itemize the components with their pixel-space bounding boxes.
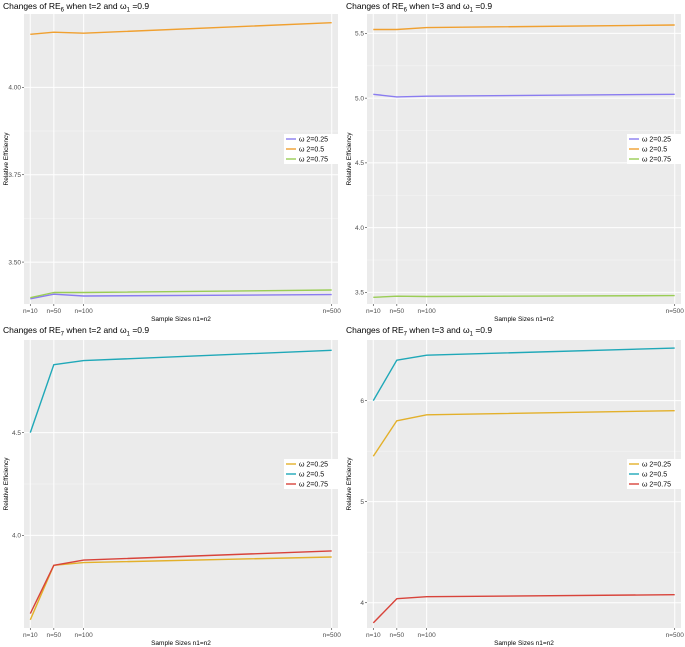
legend-label-3: ω 2=0.75 bbox=[299, 481, 328, 488]
chart-plot: 3.50 3.75 4.00 n=10 n=50 n=100 n=500 Sample Siz… bbox=[3, 14, 344, 323]
chart-plot: 3.5 4.0 4.5 5.0 5.5 n=10 n=50 n=100 n=500 Sample … bbox=[346, 14, 685, 323]
legend-background bbox=[284, 479, 344, 489]
series-line-2 bbox=[372, 347, 675, 401]
legend-label-1: ω 2=0.25 bbox=[642, 461, 671, 468]
y-tick-label: 4 bbox=[360, 600, 364, 607]
x-tick-label: n=50 bbox=[390, 308, 405, 315]
series-line-3 bbox=[372, 594, 675, 624]
x-tick-label: n=50 bbox=[390, 632, 405, 639]
y-tick-label: 3.75 bbox=[8, 172, 21, 179]
x-tick-label: n=50 bbox=[47, 632, 62, 639]
y-axis-label: Relative Efficiency bbox=[346, 457, 353, 511]
legend-background bbox=[627, 479, 685, 489]
series-line-2 bbox=[373, 24, 675, 31]
y-axis-label: Relative Efficiency bbox=[346, 132, 353, 186]
x-axis-label: Sample Sizes n1=n2 bbox=[151, 316, 211, 323]
chart-plot: 4.0 4.5 n=10 n=50 n=100 n=500 Sample Sizes n1=… bbox=[3, 340, 344, 647]
legend-label-3: ω 2=0.75 bbox=[642, 156, 671, 163]
legend-background bbox=[627, 144, 685, 154]
chart-title: Changes of RE6 when t=2 and ω1 =0.9 bbox=[3, 1, 150, 14]
y-tick-label: 3.50 bbox=[8, 259, 21, 266]
x-tick-label: n=100 bbox=[418, 308, 437, 315]
y-tick-label: 3.5 bbox=[355, 290, 364, 297]
x-tick-label: n=100 bbox=[75, 308, 94, 315]
chart-title: Changes of RE7 when t=3 and ω1 =0.9 bbox=[346, 325, 493, 338]
legend-background bbox=[627, 134, 685, 144]
legend-label-3: ω 2=0.75 bbox=[299, 156, 328, 163]
y-axis-label: Relative Efficiency bbox=[3, 457, 10, 511]
legend-background bbox=[284, 459, 344, 469]
legend-background bbox=[284, 134, 344, 144]
x-tick-label: n=50 bbox=[47, 308, 62, 315]
legend-label-2: ω 2=0.5 bbox=[299, 146, 324, 153]
legend-background bbox=[627, 459, 685, 469]
series-line-1 bbox=[30, 293, 332, 300]
series-line-3 bbox=[29, 550, 332, 614]
x-tick-label: n=10 bbox=[366, 632, 381, 639]
x-axis-label: Sample Sizes n1=n2 bbox=[494, 640, 554, 647]
x-tick-label: n=100 bbox=[75, 632, 94, 639]
y-tick-label: 4.5 bbox=[355, 160, 364, 167]
x-axis-label: Sample Sizes n1=n2 bbox=[151, 640, 211, 647]
series-line-3 bbox=[373, 294, 675, 298]
y-tick-label: 5.5 bbox=[355, 31, 364, 38]
series-line-1 bbox=[372, 410, 675, 457]
legend-label-2: ω 2=0.5 bbox=[642, 146, 667, 153]
legend-background bbox=[284, 154, 344, 164]
chart-panel-re7-t3: Changes of RE7 when t=3 and ω1 =0.9 4 5 6 n… bbox=[343, 324, 685, 647]
legend-label-3: ω 2=0.75 bbox=[642, 481, 671, 488]
x-axis-label: Sample Sizes n1=n2 bbox=[494, 316, 554, 323]
y-tick-label: 4.00 bbox=[8, 85, 21, 92]
y-tick-label: 6 bbox=[360, 398, 364, 405]
legend-label-1: ω 2=0.25 bbox=[299, 461, 328, 468]
x-tick-label: n=10 bbox=[23, 308, 38, 315]
chart-plot: 4 5 6 n=10 n=50 n=100 n=500 Sample Sizes n1=n2 R… bbox=[346, 340, 685, 647]
y-tick-label: 4.0 bbox=[12, 533, 21, 540]
x-tick-label: n=500 bbox=[323, 308, 342, 315]
legend-label-1: ω 2=0.25 bbox=[299, 136, 328, 143]
legend-label-2: ω 2=0.5 bbox=[299, 471, 324, 478]
chart-title: Changes of RE7 when t=2 and ω1 =0.9 bbox=[3, 325, 150, 338]
legend-label-2: ω 2=0.5 bbox=[642, 471, 667, 478]
x-tick-label: n=500 bbox=[666, 308, 685, 315]
legend-background bbox=[627, 154, 685, 164]
chart-panel-re7-t2: Changes of RE7 when t=2 and ω1 =0.9 4.0 4… bbox=[0, 324, 344, 647]
legend-background bbox=[284, 144, 344, 154]
x-tick-label: n=100 bbox=[418, 632, 437, 639]
series-line-1 bbox=[373, 93, 675, 98]
x-tick-label: n=10 bbox=[366, 308, 381, 315]
series-line-3 bbox=[30, 289, 332, 299]
legend-background bbox=[627, 469, 685, 479]
y-tick-label: 5 bbox=[360, 499, 364, 506]
legend-label-1: ω 2=0.25 bbox=[642, 136, 671, 143]
x-tick-label: n=500 bbox=[323, 632, 342, 639]
x-tick-label: n=500 bbox=[666, 632, 685, 639]
x-tick-label: n=10 bbox=[23, 632, 38, 639]
series-line-2 bbox=[30, 22, 332, 35]
y-tick-label: 4.5 bbox=[12, 430, 21, 437]
y-tick-label: 4.0 bbox=[355, 225, 364, 232]
chart-panel-re6-t3: Changes of RE6 when t=3 and ω1 =0.9 3.5 4… bbox=[343, 0, 685, 323]
y-axis-label: Relative Efficiency bbox=[3, 132, 10, 186]
legend-background bbox=[284, 469, 344, 479]
series-line-2 bbox=[29, 349, 332, 433]
series-line-1 bbox=[29, 556, 332, 621]
chart-title: Changes of RE6 when t=3 and ω1 =0.9 bbox=[346, 1, 493, 14]
y-tick-label: 5.0 bbox=[355, 95, 364, 102]
chart-panel-re6-t2: Changes of RE6 when t=2 and ω1 =0.9 3.50… bbox=[0, 0, 344, 323]
